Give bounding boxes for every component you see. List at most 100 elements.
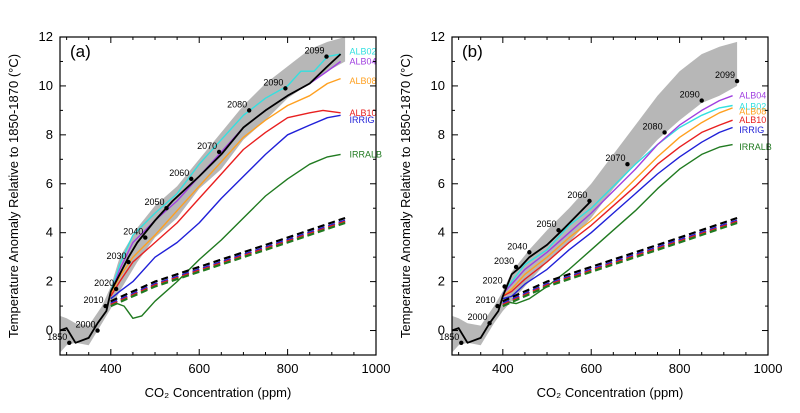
year-marker [556, 228, 561, 233]
series-label-alb04: ALB04 [349, 56, 376, 66]
year-marker [625, 162, 630, 167]
uncertainty-envelope [452, 41, 738, 353]
dashed-line-7 [502, 216, 738, 303]
year-marker [495, 303, 500, 309]
y-tick-label: 0 [46, 323, 53, 338]
y-tick-label: 4 [46, 225, 53, 240]
year-marker [502, 284, 507, 289]
y-tick-label: 8 [46, 127, 53, 142]
series-label-alb10: ALB10 [349, 108, 376, 118]
observed-black-line [452, 200, 592, 344]
year-label: 2099 [715, 70, 735, 80]
x-axis-label: CO₂ Concentration (ppm) [145, 385, 292, 400]
y-tick-label: 4 [438, 225, 445, 240]
panel-a: 1850200020102020203020402050206020702080… [6, 29, 390, 400]
y-tick-label: 8 [438, 127, 445, 142]
year-label: 2040 [123, 227, 143, 237]
year-marker [216, 149, 222, 155]
x-tick-label: 800 [277, 361, 299, 376]
dashed-line-8 [502, 219, 738, 305]
year-marker [164, 206, 169, 211]
year-label: 2090 [680, 90, 700, 100]
year-label: 2020 [94, 278, 114, 288]
axes-frame [451, 36, 769, 356]
x-tick-label: 400 [492, 361, 514, 376]
year-marker [283, 86, 288, 91]
year-label: 2080 [227, 99, 247, 109]
year-label: 2090 [263, 77, 283, 87]
year-label: 2060 [567, 190, 587, 200]
y-tick-label: 2 [46, 274, 53, 289]
year-marker [487, 321, 492, 326]
plot-area [60, 37, 346, 353]
y-axis-label: Temperature Anomaly Relative to 1850-187… [6, 54, 21, 338]
year-label: 2010 [475, 295, 495, 305]
year-label: 2050 [144, 197, 164, 207]
series-line-alb02 [110, 53, 341, 292]
year-label: 2000 [468, 312, 488, 322]
series-line-alb10 [110, 109, 341, 297]
series-label-alb02: ALB02 [739, 102, 766, 112]
year-marker [734, 78, 740, 84]
year-label: 2070 [605, 153, 625, 163]
series-line-irrig [110, 114, 341, 300]
series-line-alb04 [502, 95, 733, 295]
year-marker [324, 54, 329, 59]
year-marker [459, 340, 464, 345]
panel-label: (a) [70, 42, 91, 61]
series-label-irralb: IRRALB [349, 149, 382, 159]
series-label-irrig: IRRIG [349, 115, 374, 125]
year-label: 2030 [106, 251, 126, 261]
x-tick-label: 600 [580, 361, 602, 376]
year-marker [189, 176, 194, 182]
axes-frame [59, 36, 377, 356]
series-label-alb04: ALB04 [739, 91, 766, 101]
series-line-alb08 [502, 107, 733, 297]
year-marker [699, 98, 704, 103]
year-label: 2070 [197, 141, 217, 151]
year-label: 2099 [304, 46, 324, 56]
year-marker [103, 303, 108, 309]
year-marker [67, 340, 72, 345]
dashed-line-7 [110, 216, 346, 303]
dashed-line-10 [502, 221, 738, 308]
dashed-line-9 [110, 220, 346, 306]
year-marker [527, 250, 532, 255]
year-marker [513, 264, 519, 270]
year-label: 2010 [83, 295, 103, 305]
y-tick-label: 10 [431, 78, 445, 93]
y-tick-label: 0 [438, 323, 445, 338]
year-marker [662, 130, 667, 135]
x-tick-label: 400 [100, 361, 122, 376]
year-marker [113, 286, 119, 292]
y-tick-label: 2 [438, 274, 445, 289]
panel-b: 1850200020102020203020402050206020702080… [398, 29, 782, 400]
x-tick-label: 600 [188, 361, 210, 376]
year-label: 2080 [643, 121, 663, 131]
plot-area [452, 41, 740, 353]
y-tick-label: 6 [46, 176, 53, 191]
year-marker [143, 235, 148, 240]
series-label-alb02: ALB02 [349, 47, 376, 57]
x-tick-label: 1000 [362, 361, 391, 376]
x-tick-label: 1000 [754, 361, 783, 376]
x-tick-label: 800 [669, 361, 691, 376]
observed-black-line [60, 53, 342, 344]
year-marker [246, 108, 252, 113]
x-axis-label: CO₂ Concentration (ppm) [537, 385, 684, 400]
series-line-alb10 [502, 119, 733, 297]
year-label: 2020 [483, 276, 503, 286]
year-label: 2000 [76, 320, 96, 330]
year-label: 1850 [439, 332, 459, 342]
y-tick-label: 12 [431, 29, 445, 44]
y-tick-label: 10 [39, 78, 53, 93]
series-line-irralb [502, 143, 733, 305]
year-marker [587, 198, 592, 204]
dashed-line-9 [502, 220, 738, 306]
year-marker [95, 328, 100, 333]
series-label-irralb: IRRALB [739, 142, 772, 152]
series-label-irrig: IRRIG [739, 125, 764, 135]
year-marker [126, 259, 131, 265]
